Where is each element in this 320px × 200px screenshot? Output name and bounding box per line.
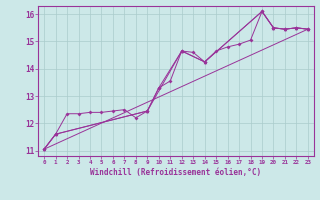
X-axis label: Windchill (Refroidissement éolien,°C): Windchill (Refroidissement éolien,°C): [91, 168, 261, 177]
